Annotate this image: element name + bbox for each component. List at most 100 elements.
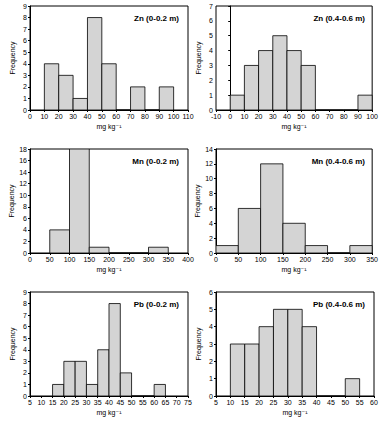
svg-text:25: 25 — [71, 399, 79, 406]
svg-text:90: 90 — [354, 113, 362, 120]
svg-text:0: 0 — [23, 250, 27, 257]
svg-text:3: 3 — [209, 341, 213, 348]
svg-text:30: 30 — [83, 399, 91, 406]
svg-text:60: 60 — [112, 113, 120, 120]
svg-text:0: 0 — [228, 113, 232, 120]
svg-text:2: 2 — [209, 358, 213, 365]
svg-text:0: 0 — [209, 250, 213, 257]
svg-text:9: 9 — [23, 3, 27, 10]
svg-text:6: 6 — [209, 289, 213, 296]
svg-text:0: 0 — [28, 113, 32, 120]
svg-text:Frequency: Frequency — [194, 184, 202, 218]
svg-text:Zn (0.4-0.6 m): Zn (0.4-0.6 m) — [313, 14, 365, 23]
svg-text:10: 10 — [240, 113, 248, 120]
svg-text:90: 90 — [155, 113, 163, 120]
svg-text:Frequency: Frequency — [9, 327, 17, 361]
svg-text:0: 0 — [23, 393, 27, 400]
svg-text:18: 18 — [19, 146, 27, 153]
svg-text:mg kg⁻¹: mg kg⁻¹ — [96, 266, 122, 274]
svg-text:150: 150 — [83, 256, 95, 263]
svg-text:mg kg⁻¹: mg kg⁻¹ — [282, 409, 308, 417]
svg-text:75: 75 — [184, 399, 192, 406]
svg-text:12: 12 — [19, 180, 27, 187]
svg-text:0: 0 — [209, 393, 213, 400]
svg-text:350: 350 — [366, 256, 378, 263]
svg-text:15: 15 — [49, 399, 57, 406]
svg-text:2: 2 — [209, 77, 213, 84]
svg-text:4: 4 — [209, 220, 213, 227]
svg-text:50: 50 — [234, 256, 242, 263]
svg-text:200: 200 — [103, 256, 115, 263]
svg-text:Pb (0-0.2 m): Pb (0-0.2 m) — [134, 300, 180, 309]
svg-text:350: 350 — [162, 256, 174, 263]
svg-text:5: 5 — [23, 49, 27, 56]
svg-text:10: 10 — [40, 113, 48, 120]
svg-text:4: 4 — [23, 60, 27, 67]
svg-text:250: 250 — [123, 256, 135, 263]
svg-text:1: 1 — [209, 92, 213, 99]
svg-text:55: 55 — [139, 399, 147, 406]
svg-text:4: 4 — [23, 346, 27, 353]
svg-text:10: 10 — [205, 175, 213, 182]
svg-text:6: 6 — [23, 323, 27, 330]
svg-text:mg kg⁻¹: mg kg⁻¹ — [96, 409, 122, 417]
svg-text:0: 0 — [214, 256, 218, 263]
svg-text:55: 55 — [356, 399, 364, 406]
svg-text:20: 20 — [255, 399, 263, 406]
svg-text:4: 4 — [209, 323, 213, 330]
svg-text:8: 8 — [23, 300, 27, 307]
svg-text:3: 3 — [23, 358, 27, 365]
svg-text:300: 300 — [143, 256, 155, 263]
svg-text:5: 5 — [214, 399, 218, 406]
svg-text:25: 25 — [270, 399, 278, 406]
svg-text:5: 5 — [209, 32, 213, 39]
svg-text:70: 70 — [173, 399, 181, 406]
svg-text:40: 40 — [283, 113, 291, 120]
svg-text:250: 250 — [322, 256, 334, 263]
svg-text:6: 6 — [23, 37, 27, 44]
svg-text:20: 20 — [255, 113, 263, 120]
svg-text:6: 6 — [209, 205, 213, 212]
svg-text:4: 4 — [209, 47, 213, 54]
svg-text:Mn (0.4-0.6 m): Mn (0.4-0.6 m) — [312, 157, 366, 166]
svg-text:50: 50 — [341, 399, 349, 406]
svg-text:Frequency: Frequency — [195, 327, 203, 361]
svg-text:1: 1 — [23, 95, 27, 102]
svg-text:12: 12 — [205, 160, 213, 167]
svg-text:110: 110 — [182, 113, 193, 120]
svg-text:6: 6 — [209, 17, 213, 24]
svg-text:8: 8 — [23, 203, 27, 210]
svg-text:300: 300 — [344, 256, 356, 263]
svg-text:3: 3 — [209, 62, 213, 69]
svg-text:50: 50 — [98, 113, 106, 120]
svg-text:1: 1 — [23, 381, 27, 388]
svg-text:40: 40 — [105, 399, 113, 406]
svg-text:0: 0 — [28, 256, 32, 263]
svg-text:45: 45 — [327, 399, 335, 406]
svg-text:30: 30 — [69, 113, 77, 120]
svg-text:10: 10 — [226, 399, 234, 406]
svg-text:60: 60 — [370, 399, 378, 406]
svg-text:Frequency: Frequency — [195, 41, 203, 75]
svg-text:50: 50 — [128, 399, 136, 406]
svg-text:20: 20 — [60, 399, 68, 406]
svg-text:Frequency: Frequency — [9, 41, 17, 75]
svg-text:16: 16 — [19, 157, 27, 164]
svg-text:7: 7 — [23, 26, 27, 33]
svg-text:100: 100 — [168, 113, 180, 120]
svg-text:5: 5 — [209, 306, 213, 313]
svg-text:Frequency: Frequency — [8, 184, 16, 218]
svg-text:400: 400 — [182, 256, 194, 263]
svg-text:Pb (0.4-0.6 m): Pb (0.4-0.6 m) — [313, 300, 365, 309]
svg-text:70: 70 — [326, 113, 334, 120]
svg-text:14: 14 — [19, 169, 27, 176]
svg-text:30: 30 — [284, 399, 292, 406]
svg-text:14: 14 — [205, 146, 213, 153]
svg-text:7: 7 — [209, 3, 213, 10]
svg-text:40: 40 — [84, 113, 92, 120]
svg-text:40: 40 — [313, 399, 321, 406]
svg-text:4: 4 — [23, 226, 27, 233]
svg-text:5: 5 — [23, 335, 27, 342]
svg-text:Mn (0-0.2 m): Mn (0-0.2 m) — [132, 157, 179, 166]
svg-text:30: 30 — [269, 113, 277, 120]
